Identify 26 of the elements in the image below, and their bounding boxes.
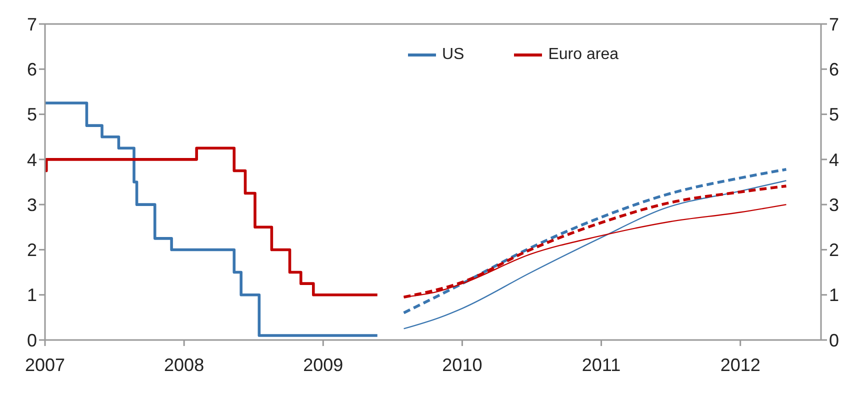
y2-tick-label: 7 xyxy=(829,14,840,34)
y2-tick-label: 6 xyxy=(829,60,840,80)
x-tick-label: 2007 xyxy=(24,354,66,375)
y2-tick-label: 1 xyxy=(829,285,840,306)
x-tick-label: 2011 xyxy=(582,354,621,375)
x-tick-label: 2008 xyxy=(164,354,204,375)
y-tick-label: 4 xyxy=(26,150,37,170)
y2-tick-label: 4 xyxy=(829,150,840,170)
y2-tick-label: 3 xyxy=(829,194,840,215)
x-tick-label: 2010 xyxy=(442,354,482,375)
y-tick-label: 3 xyxy=(26,194,37,215)
y-tick-label: 2 xyxy=(26,240,37,260)
y-tick-label: 0 xyxy=(26,330,37,350)
legend-label: US xyxy=(442,46,464,64)
line-series xyxy=(402,168,788,314)
x-tick-label: 2009 xyxy=(303,354,344,375)
line-series xyxy=(403,180,787,330)
legend-label: Euro area xyxy=(548,46,618,64)
y-tick-label: 5 xyxy=(26,104,37,125)
y2-tick-label: 2 xyxy=(829,240,840,260)
x-tick-label: 2012 xyxy=(720,354,760,375)
y2-tick-label: 0 xyxy=(829,330,840,350)
y-tick-label: 1 xyxy=(26,285,37,306)
y-tick-label: 7 xyxy=(26,14,37,34)
y2-tick-label: 5 xyxy=(829,104,840,125)
y-tick-label: 6 xyxy=(26,60,37,80)
